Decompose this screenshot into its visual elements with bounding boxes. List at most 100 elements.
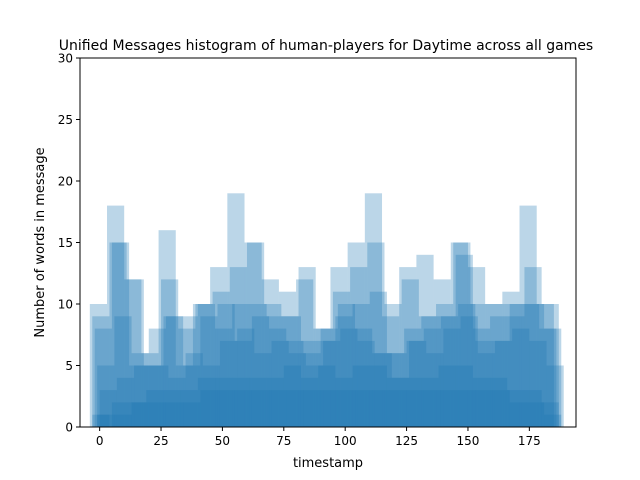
histogram-bar bbox=[183, 365, 201, 427]
histogram-bar bbox=[433, 279, 451, 427]
histogram-bar bbox=[296, 279, 314, 427]
histogram-bar bbox=[114, 316, 132, 427]
histogram-bar bbox=[234, 390, 252, 427]
histogram-bar bbox=[151, 365, 169, 427]
histogram-bar bbox=[536, 304, 554, 427]
histogram-bar bbox=[288, 353, 306, 427]
histogram-bar bbox=[382, 316, 400, 427]
histogram-bar bbox=[406, 390, 424, 427]
histogram-bar bbox=[303, 353, 321, 427]
histogram-bar bbox=[249, 304, 267, 427]
histogram-bar bbox=[246, 242, 265, 427]
y-tick-label: 15 bbox=[58, 236, 73, 250]
histogram-bar bbox=[318, 340, 336, 427]
histogram-bar bbox=[271, 340, 289, 427]
histogram-bar bbox=[458, 304, 476, 427]
histogram-bar bbox=[409, 340, 427, 427]
histogram-bar bbox=[215, 328, 233, 427]
histogram-bar bbox=[541, 402, 559, 427]
histogram-bar bbox=[355, 390, 373, 427]
histogram-bar bbox=[212, 291, 230, 427]
histogram-bar bbox=[372, 390, 390, 427]
histogram-bar bbox=[372, 353, 390, 427]
histogram-bar bbox=[234, 340, 252, 427]
y-tick-label: 10 bbox=[58, 298, 73, 312]
histogram-bar bbox=[423, 328, 441, 427]
histogram-bar bbox=[320, 390, 338, 427]
histogram-bar bbox=[286, 340, 304, 427]
histogram-bar bbox=[438, 365, 456, 427]
y-tick-label: 5 bbox=[65, 359, 73, 373]
histogram-bar bbox=[261, 279, 279, 427]
histogram-bar bbox=[111, 402, 130, 427]
histogram-bar bbox=[89, 304, 108, 427]
histogram-bar bbox=[232, 304, 250, 427]
histogram-bar bbox=[386, 353, 405, 427]
histogram-bar bbox=[165, 402, 184, 427]
y-tick-label: 25 bbox=[58, 113, 73, 127]
histogram-bar bbox=[492, 390, 510, 427]
histogram-bar bbox=[305, 365, 324, 427]
histogram-bar bbox=[249, 377, 267, 427]
histogram-bar bbox=[97, 414, 115, 427]
histogram-bar bbox=[472, 328, 491, 427]
histogram-bars bbox=[89, 193, 564, 427]
histogram-bar bbox=[475, 340, 493, 427]
histogram-bar bbox=[436, 304, 454, 427]
x-tick-label: 175 bbox=[518, 434, 541, 448]
histogram-bar bbox=[389, 353, 407, 427]
histogram-bar bbox=[332, 291, 351, 427]
histogram-bar bbox=[521, 304, 540, 427]
histogram-bar bbox=[470, 304, 488, 427]
histogram-bar bbox=[163, 316, 181, 427]
histogram-bar bbox=[192, 304, 211, 427]
histogram-bar bbox=[406, 340, 424, 427]
histogram-bar bbox=[219, 340, 238, 427]
histogram-bar bbox=[426, 353, 444, 427]
histogram-bar bbox=[114, 414, 132, 427]
histogram-bar bbox=[217, 390, 235, 427]
histogram-bar bbox=[129, 402, 147, 427]
histogram-bar bbox=[401, 279, 419, 427]
y-axis-label: Number of words in message bbox=[33, 147, 48, 337]
histogram-bar bbox=[404, 328, 422, 427]
histogram-bar bbox=[355, 328, 373, 427]
chart-title: Unified Messages histogram of human-play… bbox=[59, 38, 593, 54]
histogram-bar bbox=[323, 340, 341, 427]
histogram-bar bbox=[320, 328, 338, 427]
histogram-bar bbox=[286, 390, 304, 427]
histogram-bar bbox=[421, 377, 439, 427]
histogram-bar bbox=[443, 328, 461, 427]
histogram-bar bbox=[544, 328, 562, 427]
histogram-bar bbox=[494, 340, 513, 427]
histogram-bar bbox=[143, 365, 162, 427]
histogram-bar bbox=[303, 390, 321, 427]
histogram-bar bbox=[416, 254, 434, 427]
histogram-bar bbox=[111, 242, 130, 427]
x-tick-label: 125 bbox=[395, 434, 418, 448]
histogram-bar bbox=[161, 279, 179, 427]
histogram-bar bbox=[283, 365, 301, 427]
histogram-bar bbox=[529, 340, 547, 427]
x-tick-label: 100 bbox=[334, 434, 357, 448]
histogram-bar bbox=[92, 316, 110, 427]
histogram-bar bbox=[244, 242, 262, 427]
histogram-bar bbox=[350, 267, 368, 427]
histogram-bar bbox=[472, 377, 491, 427]
histogram-bar bbox=[509, 402, 527, 427]
histogram-bar bbox=[131, 353, 149, 427]
histogram-bar bbox=[131, 402, 149, 427]
histogram-bar bbox=[524, 390, 542, 427]
histogram-bar bbox=[300, 377, 319, 427]
y-tick-label: 20 bbox=[58, 175, 73, 189]
histogram-bar bbox=[347, 242, 365, 427]
histogram-bar bbox=[178, 328, 196, 427]
histogram-bar bbox=[183, 402, 201, 427]
histogram-bar bbox=[509, 304, 527, 427]
histogram-bar bbox=[116, 377, 135, 427]
histogram-bar bbox=[335, 377, 353, 427]
histogram-bar bbox=[369, 365, 387, 427]
histogram-bar bbox=[450, 242, 468, 427]
histogram-bar bbox=[269, 390, 287, 427]
